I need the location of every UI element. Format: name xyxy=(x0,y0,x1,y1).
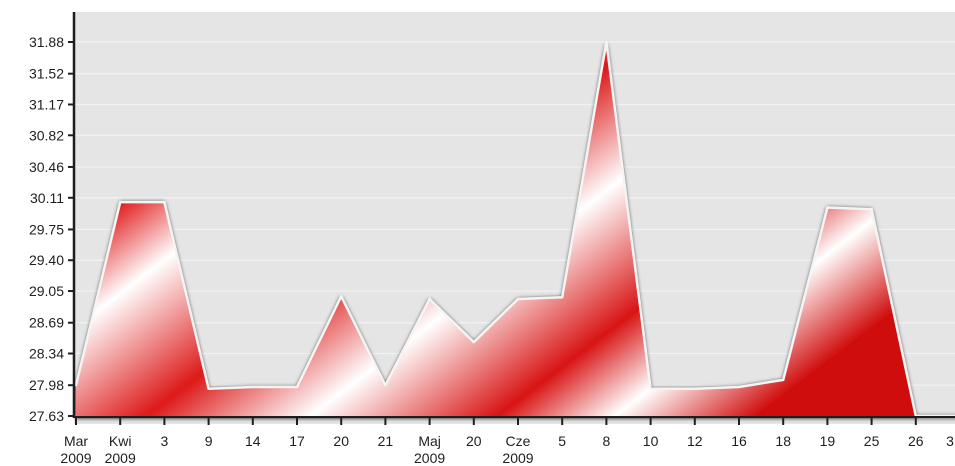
y-tick-label: 27.63 xyxy=(29,408,64,424)
y-tick-label: 30.46 xyxy=(29,159,64,175)
x-tick-label: 14 xyxy=(245,433,261,449)
data-point xyxy=(561,296,564,299)
x-tick-label: 3 xyxy=(946,433,954,449)
x-tick-label: 3 xyxy=(161,433,169,449)
data-point xyxy=(251,385,254,389)
x-tick-label: Maj xyxy=(418,433,441,449)
y-tick-label: 28.34 xyxy=(29,346,64,362)
data-point xyxy=(119,200,122,204)
x-tick-label: 18 xyxy=(775,433,791,449)
data-point xyxy=(472,340,475,344)
data-point xyxy=(605,40,608,44)
x-tick-label-year: 2009 xyxy=(60,450,91,466)
data-point xyxy=(163,200,166,204)
data-point xyxy=(737,385,741,389)
x-tick-label: 8 xyxy=(603,433,611,449)
x-tick-label: 20 xyxy=(466,433,482,449)
data-point xyxy=(340,295,343,298)
x-tick-label: 12 xyxy=(687,433,703,449)
x-tick-label: Kwi xyxy=(109,433,132,449)
y-tick-label: 31.17 xyxy=(29,96,64,112)
x-tick-label: 25 xyxy=(864,433,880,449)
x-tick-label: 5 xyxy=(558,433,566,449)
data-point xyxy=(428,297,431,301)
x-tick-label: 10 xyxy=(643,433,659,449)
x-tick-label-year: 2009 xyxy=(105,450,136,466)
data-point xyxy=(295,385,299,389)
y-tick-label: 30.11 xyxy=(30,190,64,206)
x-tick-label: 21 xyxy=(378,433,394,449)
x-tick-label: 20 xyxy=(333,433,349,449)
x-tick-label-year: 2009 xyxy=(414,450,445,466)
data-point xyxy=(207,387,210,390)
x-tick-label: 9 xyxy=(205,433,213,449)
data-point xyxy=(782,378,785,382)
x-tick-label-year: 2009 xyxy=(502,450,533,466)
data-point xyxy=(74,384,78,387)
x-tick-label: 17 xyxy=(289,433,305,449)
y-tick-label: 29.40 xyxy=(29,252,64,268)
data-point xyxy=(693,387,696,390)
data-point xyxy=(516,297,520,301)
data-point xyxy=(826,206,829,209)
x-tick-label: 19 xyxy=(820,433,836,449)
y-tick-label: 28.69 xyxy=(29,315,64,331)
x-tick-label: Cze xyxy=(506,433,531,449)
y-tick-label: 30.82 xyxy=(29,127,64,143)
x-tick-label: 26 xyxy=(908,433,924,449)
x-tick-label: 16 xyxy=(731,433,747,449)
data-point xyxy=(870,208,873,211)
y-tick-label: 31.88 xyxy=(29,34,64,50)
y-tick-label: 29.75 xyxy=(29,221,64,237)
y-tick-label: 31.52 xyxy=(29,66,64,82)
y-tick-label: 29.05 xyxy=(29,283,64,299)
data-point xyxy=(649,387,652,390)
data-point xyxy=(384,384,387,387)
x-tick-label: Mar xyxy=(64,433,88,449)
y-tick-label: 27.98 xyxy=(29,377,64,393)
series-area xyxy=(76,42,955,418)
